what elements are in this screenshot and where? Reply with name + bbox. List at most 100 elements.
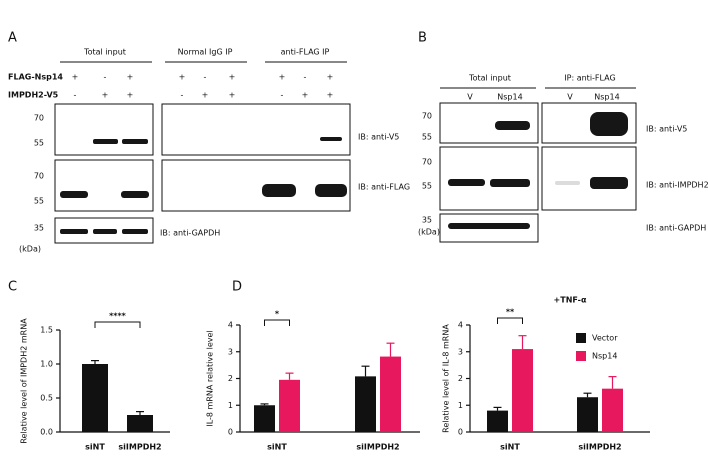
lane-sign: - bbox=[74, 91, 77, 100]
bar bbox=[512, 349, 533, 432]
marker: 55 bbox=[422, 133, 432, 142]
marker: 55 bbox=[34, 197, 44, 206]
significance-bracket bbox=[497, 317, 523, 324]
marker: 55 bbox=[422, 182, 432, 191]
lane-label: Nsp14 bbox=[497, 93, 522, 102]
lane-sign: + bbox=[127, 91, 134, 100]
band bbox=[320, 137, 342, 141]
lane-sign: - bbox=[181, 91, 184, 100]
lane-sign: + bbox=[179, 73, 186, 82]
blot-label: IB: anti-IMPDH2 bbox=[646, 181, 708, 190]
band bbox=[490, 179, 530, 187]
y-tick-label: 0.0 bbox=[40, 428, 53, 437]
bar bbox=[577, 397, 598, 432]
significance-label: * bbox=[275, 310, 280, 319]
blot bbox=[54, 103, 154, 156]
bar bbox=[82, 364, 108, 432]
band bbox=[448, 179, 485, 186]
row-label: IMPDH2-V5 bbox=[8, 91, 59, 100]
legend-swatch bbox=[576, 333, 586, 343]
lane-sign: + bbox=[72, 73, 79, 82]
y-tick-label: 4 bbox=[458, 321, 463, 330]
y-tick-label: 1 bbox=[228, 401, 233, 410]
y-tick-label: 0 bbox=[228, 428, 233, 437]
blot-label: IB: anti-V5 bbox=[646, 125, 687, 134]
legend-label: Nsp14 bbox=[592, 352, 617, 361]
lane-sign: + bbox=[127, 73, 134, 82]
significance-bracket bbox=[264, 319, 290, 326]
marker: 35 bbox=[34, 224, 44, 233]
lane-sign: + bbox=[302, 91, 309, 100]
marker: 55 bbox=[34, 139, 44, 148]
y-tick-label: 2 bbox=[228, 374, 233, 383]
x-tick-label: siIMPDH2 bbox=[118, 443, 161, 452]
blot-label: IB: anti-V5 bbox=[358, 133, 399, 142]
lane-label: V bbox=[567, 93, 573, 102]
band bbox=[555, 181, 580, 185]
marker: 70 bbox=[34, 172, 44, 181]
band bbox=[262, 184, 296, 197]
blot bbox=[439, 146, 539, 211]
x-tick-label: siNT bbox=[85, 443, 105, 452]
band bbox=[122, 139, 148, 144]
band bbox=[448, 223, 530, 229]
significance-label: ** bbox=[506, 308, 515, 317]
y-tick-label: 1 bbox=[458, 401, 463, 410]
header: IP: anti-FLAG bbox=[564, 74, 615, 83]
x-tick-label: siIMPDH2 bbox=[578, 443, 621, 452]
bar bbox=[254, 405, 275, 432]
bar bbox=[127, 415, 153, 432]
band bbox=[60, 229, 88, 234]
lane-sign: + bbox=[327, 91, 334, 100]
legend-label: Vector bbox=[592, 334, 618, 343]
marker-unit: (kDa) bbox=[418, 228, 440, 237]
lane-sign: - bbox=[304, 73, 307, 82]
legend-swatch bbox=[576, 351, 586, 361]
band bbox=[122, 229, 148, 234]
blot bbox=[54, 159, 154, 212]
bar bbox=[279, 379, 300, 432]
marker: 70 bbox=[422, 112, 432, 121]
header: Total input bbox=[468, 74, 511, 83]
marker: 70 bbox=[422, 158, 432, 167]
lane-sign: + bbox=[327, 73, 334, 82]
band bbox=[590, 177, 628, 189]
y-tick-label: 1.0 bbox=[40, 360, 53, 369]
significance-bracket bbox=[94, 321, 141, 328]
y-tick-label: 1.5 bbox=[40, 326, 53, 335]
marker: 70 bbox=[34, 114, 44, 123]
lane-label: V bbox=[467, 93, 473, 102]
significance-label: **** bbox=[109, 312, 127, 321]
chart-title: +TNF-α bbox=[554, 296, 587, 305]
band bbox=[93, 229, 117, 234]
y-tick-label: 0 bbox=[458, 428, 463, 437]
y-tick-label: 0.5 bbox=[40, 394, 53, 403]
band bbox=[315, 184, 347, 197]
lane-sign: - bbox=[104, 73, 107, 82]
bar bbox=[355, 376, 376, 432]
lane-sign: + bbox=[102, 91, 109, 100]
lane-label: Nsp14 bbox=[594, 93, 619, 102]
row-label: FLAG-Nsp14 bbox=[8, 73, 63, 82]
panel-label: A bbox=[8, 31, 17, 46]
header: Total input bbox=[83, 48, 126, 57]
lane-sign: - bbox=[204, 73, 207, 82]
y-tick-label: 4 bbox=[228, 321, 233, 330]
band bbox=[60, 191, 88, 198]
blot bbox=[161, 103, 351, 156]
blot-label: IB: anti-GAPDH bbox=[646, 224, 706, 233]
x-tick-label: siNT bbox=[500, 443, 520, 452]
lane-sign: - bbox=[281, 91, 284, 100]
header: Normal IgG IP bbox=[178, 48, 233, 57]
bar bbox=[602, 388, 623, 432]
x-tick-label: siNT bbox=[267, 443, 287, 452]
lane-sign: + bbox=[202, 91, 209, 100]
marker-unit: (kDa) bbox=[19, 245, 41, 254]
lane-sign: + bbox=[229, 91, 236, 100]
band bbox=[93, 139, 118, 144]
y-axis-label: Relative level of IMPDH2 mRNA bbox=[20, 318, 29, 444]
band bbox=[495, 121, 530, 130]
lane-sign: + bbox=[229, 73, 236, 82]
panel-label: B bbox=[418, 31, 427, 46]
